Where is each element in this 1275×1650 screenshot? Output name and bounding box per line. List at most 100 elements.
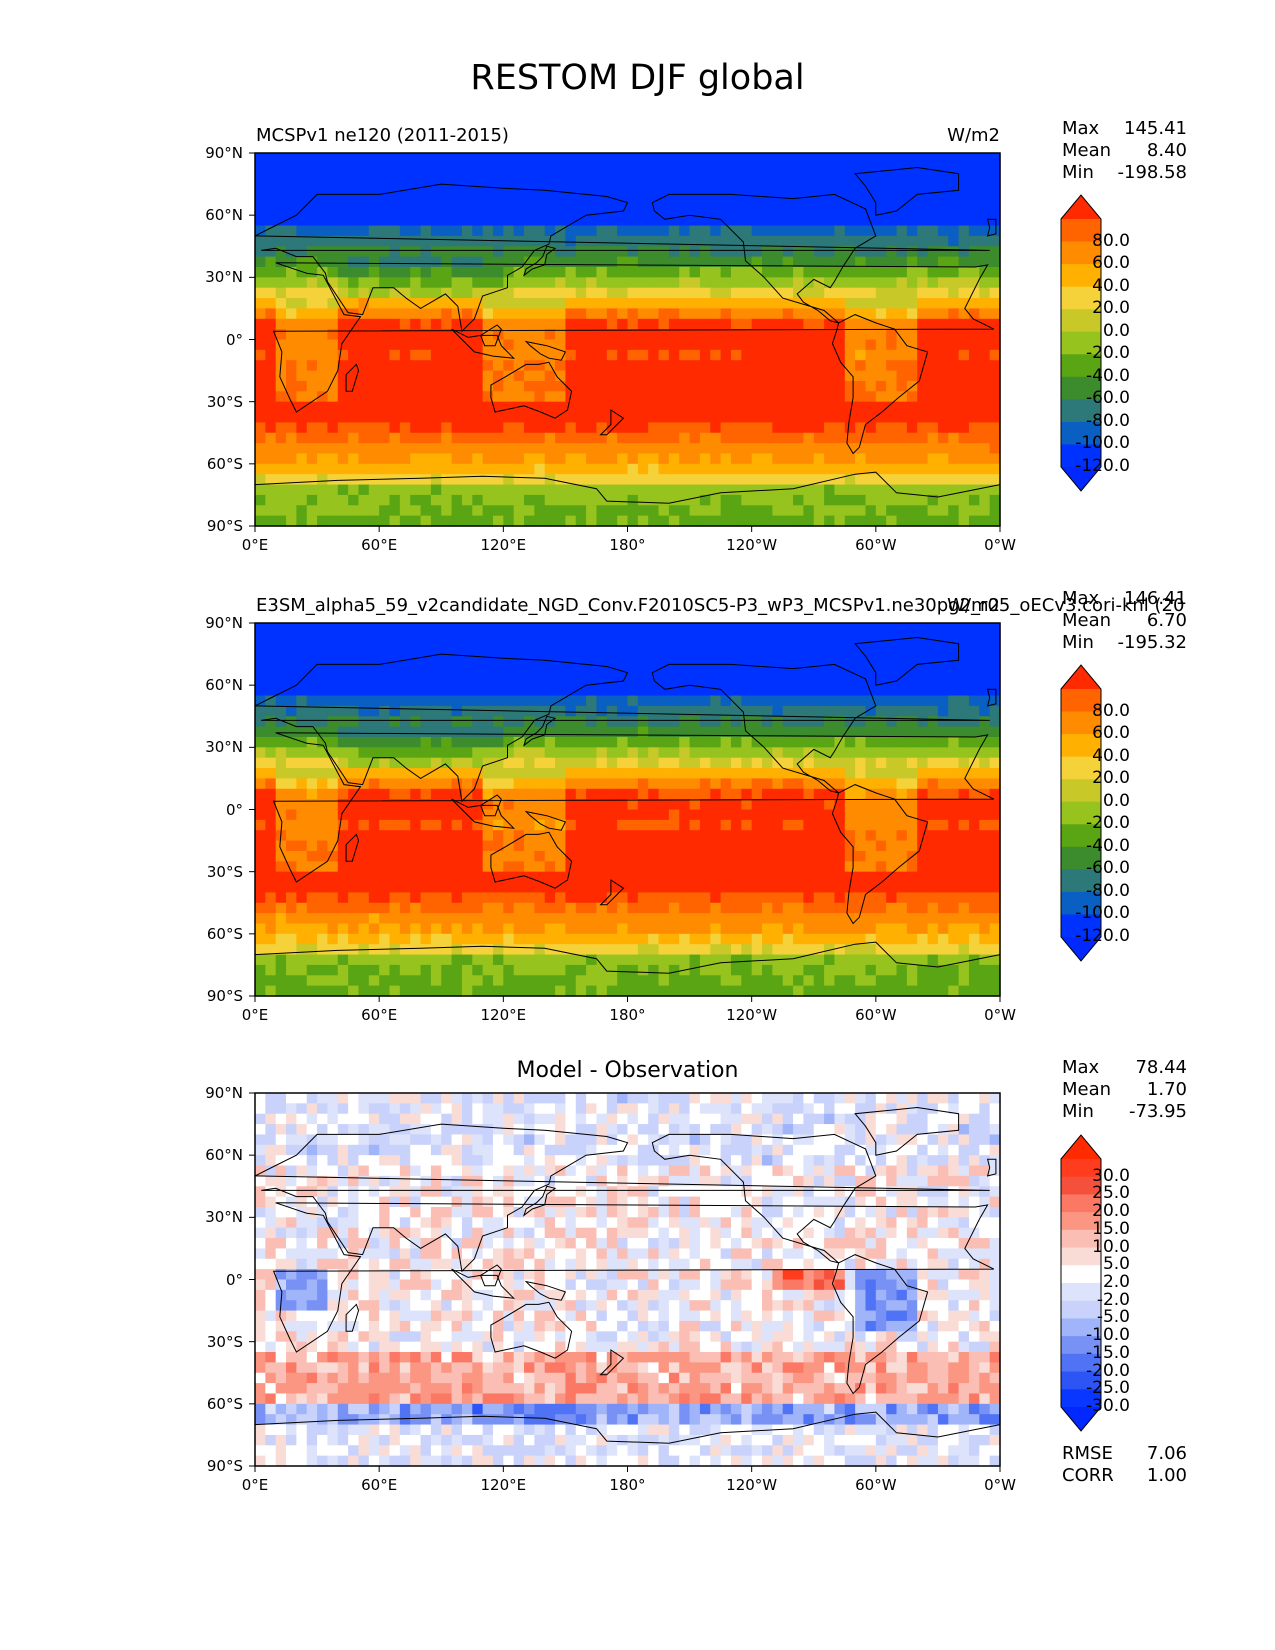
- field-cell: [420, 654, 432, 666]
- field-cell: [358, 695, 370, 707]
- field-cell: [958, 515, 970, 527]
- field-cell: [751, 902, 763, 914]
- field-cell: [906, 633, 918, 645]
- field-cell: [451, 685, 463, 697]
- field-cell: [668, 329, 680, 341]
- field-cell: [855, 163, 867, 175]
- field-cell: [855, 318, 867, 330]
- field-cell: [875, 380, 887, 392]
- field-cell: [524, 412, 535, 423]
- field-cell: [968, 153, 980, 164]
- field-cell: [286, 391, 297, 403]
- field-cell: [441, 318, 453, 330]
- field-cell: [348, 225, 360, 237]
- colorbar-tick-label: -40.0: [1086, 365, 1130, 386]
- field-cell: [461, 705, 473, 717]
- field-cell: [534, 685, 546, 697]
- field-cell: [793, 453, 805, 465]
- field-cell: [399, 674, 411, 686]
- field-cell: [534, 933, 546, 945]
- field-cell: [441, 329, 453, 341]
- field-cell: [606, 256, 618, 268]
- field-cell: [989, 370, 1001, 382]
- field-cell: [875, 778, 887, 790]
- field-cell: [492, 505, 504, 517]
- field-cell: [296, 944, 308, 956]
- field-cell: [627, 370, 639, 382]
- field-cell: [379, 422, 391, 434]
- field-cell: [855, 463, 867, 475]
- field-cell: [503, 726, 515, 738]
- field-cell: [896, 474, 908, 486]
- field-cell: [544, 515, 556, 527]
- field-cell: [648, 453, 660, 465]
- field-cell: [617, 266, 629, 278]
- field-cell: [337, 184, 349, 196]
- field-cell: [544, 318, 556, 330]
- field-cell: [782, 778, 794, 790]
- field-cell: [586, 933, 598, 945]
- field-cell: [306, 349, 318, 361]
- field-cell: [710, 892, 722, 904]
- field-cell: [492, 892, 504, 904]
- field-cell: [793, 184, 805, 196]
- field-cell: [979, 933, 991, 945]
- field-cell: [627, 944, 639, 956]
- field-cell: [720, 360, 732, 372]
- field-cell: [720, 246, 732, 258]
- field-cell: [968, 674, 980, 686]
- field-cell: [555, 747, 567, 759]
- field-cell: [255, 329, 266, 341]
- field-cell: [710, 654, 722, 666]
- field-cell: [886, 944, 898, 956]
- colorbar-tick-label: 60.0: [1092, 253, 1130, 274]
- field-cell: [296, 726, 308, 738]
- field-cell: [555, 443, 567, 455]
- field-cell: [844, 360, 856, 372]
- field-cell: [834, 809, 846, 821]
- field-cell: [689, 432, 701, 444]
- field-cell: [875, 633, 887, 645]
- field-cell: [492, 654, 504, 666]
- field-cell: [855, 944, 867, 956]
- field-cell: [927, 654, 939, 666]
- field-cell: [399, 298, 411, 310]
- field-cell: [937, 349, 949, 361]
- field-cell: [368, 623, 380, 634]
- field-cell: [824, 923, 836, 935]
- field-cell: [286, 695, 297, 707]
- field-cell: [420, 412, 432, 423]
- field-cell: [968, 204, 980, 216]
- field-cell: [803, 163, 815, 175]
- field-cell: [555, 819, 567, 831]
- field-cell: [824, 768, 836, 780]
- field-cell: [648, 861, 660, 873]
- field-cell: [762, 933, 773, 945]
- field-cell: [524, 902, 535, 914]
- field-cell: [772, 215, 784, 227]
- field-cell: [948, 453, 960, 465]
- field-cell: [741, 799, 753, 811]
- field-cell: [586, 225, 598, 237]
- field-cell: [482, 716, 494, 728]
- field-cell: [575, 674, 587, 686]
- field-cell: [348, 747, 360, 759]
- field-cell: [348, 757, 360, 769]
- field-cell: [979, 277, 991, 289]
- field-cell: [399, 799, 411, 811]
- field-cell: [472, 235, 484, 247]
- field-cell: [586, 705, 598, 717]
- field-cell: [399, 705, 411, 717]
- coastline-madagascar: [345, 363, 360, 392]
- field-cell: [648, 329, 660, 341]
- field-cell: [968, 360, 980, 372]
- field-cell: [813, 360, 825, 372]
- field-cell: [710, 674, 722, 686]
- field-cell: [482, 902, 494, 914]
- field-cell: [865, 173, 877, 185]
- field-cell: [627, 153, 639, 164]
- field-cell: [286, 246, 297, 258]
- field-cell: [492, 235, 504, 247]
- field-cell: [275, 716, 287, 728]
- field-cell: [410, 695, 422, 707]
